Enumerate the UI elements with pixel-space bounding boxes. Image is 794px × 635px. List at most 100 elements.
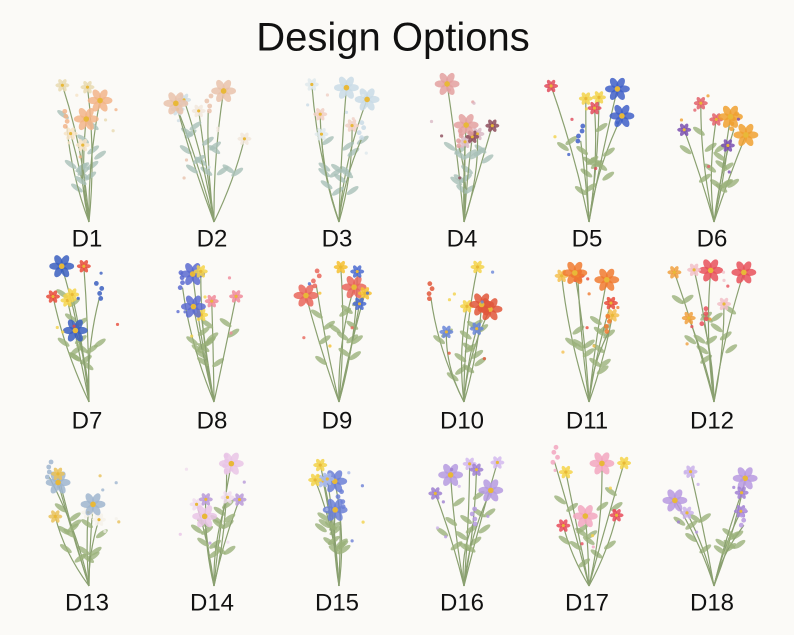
petal: [744, 123, 754, 135]
flower-center: [564, 470, 568, 474]
filler-bloom: [447, 88, 452, 92]
leaf: [335, 538, 348, 548]
bud: [311, 278, 316, 284]
filler-bloom: [328, 344, 332, 348]
title: Design Options: [256, 16, 529, 60]
bouquet: [429, 72, 500, 223]
petal: [319, 108, 325, 115]
petal: [211, 294, 216, 302]
filler-bloom: [679, 118, 684, 122]
petal: [585, 92, 591, 99]
filler-bloom: [226, 540, 230, 544]
bud: [223, 453, 229, 459]
leaf: [679, 145, 692, 155]
petal: [365, 88, 375, 100]
flower-center: [560, 274, 564, 278]
flower-center: [242, 137, 247, 141]
filler-bloom: [114, 108, 118, 112]
flower-center: [682, 128, 686, 132]
leaf: [681, 294, 694, 304]
flower-center: [318, 112, 322, 116]
leaf: [576, 524, 589, 534]
leaf: [463, 543, 476, 553]
filler-bloom: [587, 292, 591, 296]
leaf: [689, 513, 702, 523]
design-label: D1: [72, 225, 103, 252]
filler-bloom: [472, 101, 476, 105]
flower-center: [707, 267, 714, 274]
filler-bloom: [103, 118, 108, 122]
filler-bloom: [111, 129, 115, 133]
filler-bloom: [457, 484, 461, 488]
petal: [86, 80, 92, 88]
petal: [445, 325, 451, 332]
filler-bloom: [99, 271, 103, 275]
leaf: [212, 358, 225, 368]
stem: [463, 133, 479, 223]
petal: [203, 505, 213, 517]
stem: [338, 87, 348, 223]
leaf: [329, 526, 342, 536]
filler-bloom: [553, 468, 557, 473]
stem: [463, 136, 473, 223]
flower-center: [303, 292, 309, 299]
design-label: D8: [197, 407, 228, 434]
bud: [426, 291, 432, 297]
petal: [610, 296, 616, 304]
bud: [223, 468, 229, 474]
leaf: [572, 342, 584, 352]
leaf: [684, 335, 697, 345]
flower-center: [726, 143, 730, 148]
filler-bloom: [584, 107, 589, 111]
stem: [588, 462, 625, 587]
leaf: [483, 508, 496, 518]
leaf: [558, 535, 571, 545]
filler-bloom: [325, 507, 329, 512]
stem: [463, 125, 467, 223]
petal: [230, 452, 239, 464]
design-label: D9: [322, 407, 353, 434]
design-label: D16: [440, 589, 484, 616]
flower-center: [549, 84, 553, 88]
flower-center: [60, 83, 64, 87]
filler-bloom: [683, 471, 687, 475]
flower-center: [699, 101, 703, 105]
leaf: [481, 154, 494, 164]
leaf: [54, 503, 67, 513]
stem: [315, 285, 340, 403]
filler-bloom: [594, 166, 598, 171]
petal: [584, 505, 593, 517]
leaf: [57, 337, 70, 347]
stem: [338, 303, 361, 403]
bouquet: [163, 79, 252, 223]
bud: [46, 464, 52, 470]
flower-center: [194, 502, 199, 506]
leaf: [325, 520, 337, 530]
filler-bloom: [450, 467, 454, 472]
petal: [740, 486, 746, 493]
flower-center: [82, 264, 86, 268]
flower-center: [90, 501, 96, 508]
petal: [620, 104, 630, 116]
leaf: [710, 323, 723, 333]
filler-bloom: [350, 539, 354, 543]
petal: [593, 101, 599, 109]
petal: [192, 295, 201, 307]
leaf: [471, 349, 484, 359]
flower-center: [339, 265, 343, 269]
leaf: [342, 141, 355, 151]
petal: [98, 89, 108, 101]
flower-center: [740, 491, 744, 495]
leaf: [713, 545, 726, 555]
leaf: [66, 523, 79, 533]
filler-bloom: [306, 103, 310, 107]
bud: [222, 463, 227, 469]
filler-bloom: [216, 126, 220, 130]
leaf: [713, 151, 726, 161]
petal: [311, 78, 317, 85]
filler-bloom: [117, 520, 121, 524]
bouquet: [426, 260, 503, 403]
petal: [616, 77, 625, 89]
bud: [180, 280, 185, 286]
leaf: [201, 525, 214, 535]
